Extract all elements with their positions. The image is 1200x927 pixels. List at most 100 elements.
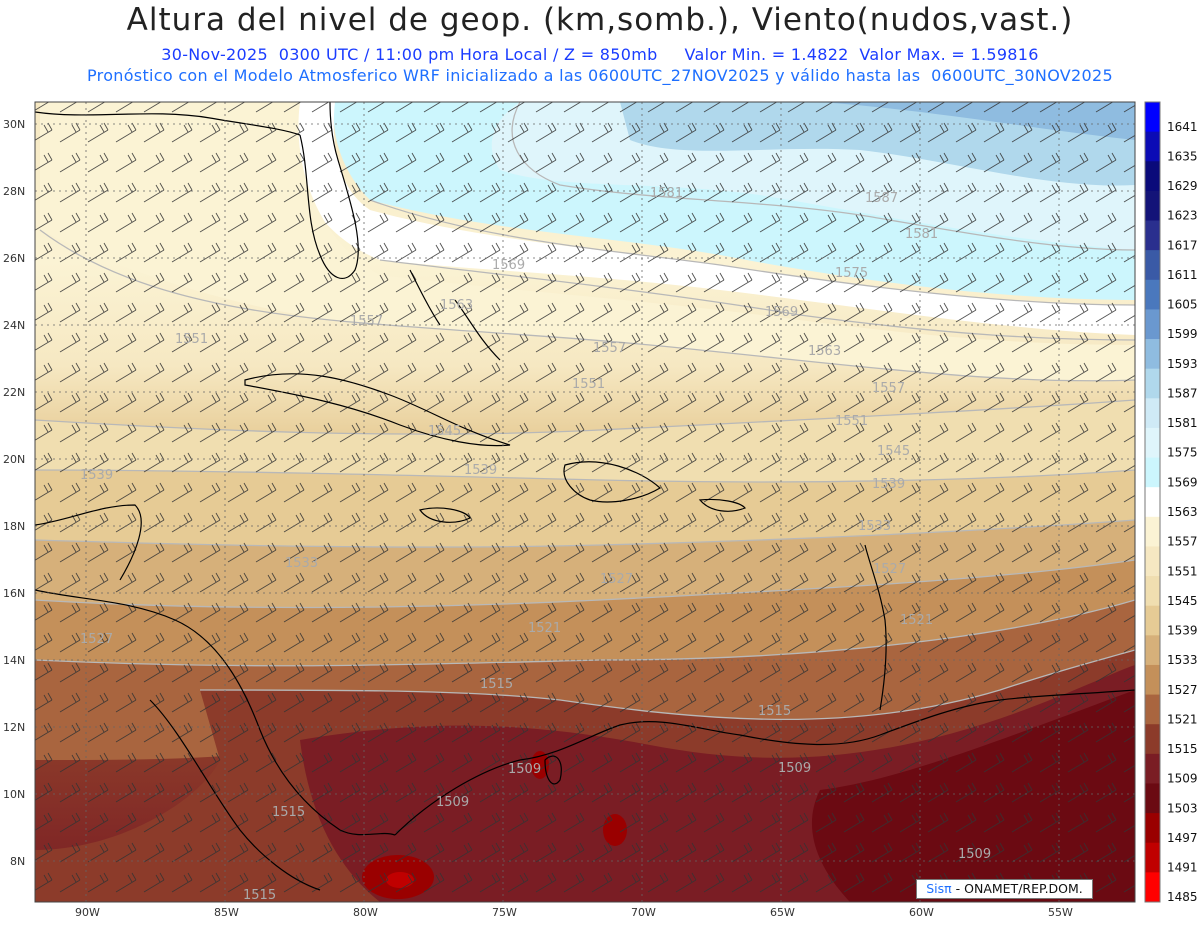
legend-frame bbox=[1144, 101, 1161, 903]
contour-label: 1539 bbox=[464, 463, 497, 478]
contour-label: 1581 bbox=[905, 227, 938, 242]
contour-label: 1521 bbox=[528, 621, 561, 636]
legend-level-label: 1557 bbox=[1167, 535, 1198, 549]
lat-tick-label: 20N bbox=[3, 453, 25, 466]
latitude-axis: 30N 28N 26N 24N 22N 20N 18N 16N 14N 12N … bbox=[3, 118, 25, 868]
lat-tick-label: 22N bbox=[3, 386, 25, 399]
contour-label: 1539 bbox=[80, 468, 113, 483]
contour-label: 1557 bbox=[350, 314, 383, 329]
hispaniola bbox=[563, 461, 662, 503]
legend-swatch bbox=[1145, 694, 1160, 725]
lat-tick-label: 30N bbox=[3, 118, 25, 131]
legend-swatch bbox=[1145, 487, 1160, 518]
map-frame bbox=[34, 101, 1136, 903]
legend-swatch bbox=[1145, 102, 1160, 133]
legend-level-label: 1509 bbox=[1167, 772, 1198, 786]
sispi-logo-text: Sisπ bbox=[926, 881, 952, 896]
lake-maracaibo bbox=[544, 755, 562, 785]
contour-label: 1563 bbox=[808, 344, 841, 359]
legend-swatch bbox=[1145, 872, 1160, 903]
legend-swatch bbox=[1145, 250, 1160, 281]
contour-label: 1539 bbox=[872, 477, 905, 492]
contour-label: 1521 bbox=[900, 613, 933, 628]
contour-label: 1533 bbox=[858, 519, 891, 534]
central-america-coast bbox=[35, 589, 396, 836]
legend-level-label: 1587 bbox=[1167, 386, 1198, 400]
legend-level-label: 1611 bbox=[1167, 268, 1198, 282]
lat-tick-label: 16N bbox=[3, 587, 25, 600]
contour-label: 1551 bbox=[835, 414, 868, 429]
wind-barbs bbox=[35, 102, 1135, 902]
lon-tick-label: 75W bbox=[492, 906, 517, 919]
legend-level-label: 1545 bbox=[1167, 594, 1198, 608]
lat-tick-label: 8N bbox=[10, 855, 25, 868]
legend-swatch bbox=[1145, 546, 1160, 577]
contour-label: 1527 bbox=[80, 632, 113, 647]
puerto-rico bbox=[698, 498, 746, 512]
florida-coast bbox=[299, 102, 359, 280]
gulf-coast bbox=[35, 111, 301, 136]
legend-level-label: 1641 bbox=[1167, 120, 1198, 134]
legend-swatch bbox=[1145, 576, 1160, 607]
legend-swatch bbox=[1145, 753, 1160, 784]
contour-label: 1545 bbox=[877, 444, 910, 459]
map-title: Altura del nivel de geop. (km,somb.), Vi… bbox=[126, 2, 1074, 38]
contour-label: 1527 bbox=[600, 572, 633, 587]
legend-swatch bbox=[1145, 813, 1160, 844]
contour-label: 1581 bbox=[650, 186, 683, 201]
coastlines bbox=[35, 102, 1135, 891]
legend-level-label: 1605 bbox=[1167, 298, 1198, 312]
legend-level-label: 1533 bbox=[1167, 653, 1198, 667]
color-legend: 1641 1635 1629 1623 1617 1611 1605 1599 1593 1587… bbox=[1144, 101, 1198, 904]
legend-level-label: 1581 bbox=[1167, 416, 1198, 430]
contour-label: 1509 bbox=[436, 795, 469, 810]
south-america-coast bbox=[394, 689, 1135, 836]
legend-level-label: 1575 bbox=[1167, 446, 1198, 460]
lat-tick-label: 14N bbox=[3, 654, 25, 667]
legend-swatch bbox=[1145, 842, 1160, 873]
contour-label: 1551 bbox=[572, 377, 605, 392]
legend-swatch bbox=[1145, 783, 1160, 814]
lon-tick-label: 80W bbox=[353, 906, 378, 919]
legend-swatch bbox=[1145, 279, 1160, 310]
legend-level-label: 1599 bbox=[1167, 327, 1198, 341]
legend-level-label: 1497 bbox=[1167, 831, 1198, 845]
lat-tick-label: 24N bbox=[3, 319, 25, 332]
bahamas bbox=[409, 269, 501, 361]
contour-label: 1569 bbox=[492, 258, 525, 273]
legend-swatch bbox=[1145, 161, 1160, 192]
cuba bbox=[244, 373, 511, 447]
legend-level-label: 1503 bbox=[1167, 801, 1198, 815]
contour-label: 1533 bbox=[285, 556, 318, 571]
legend-swatch bbox=[1145, 398, 1160, 429]
contour-value-labels: 1581 1587 1581 1575 1569 1569 1563 1557 … bbox=[80, 186, 991, 902]
yucatan-coast bbox=[35, 504, 142, 581]
legend-swatch bbox=[1145, 190, 1160, 222]
contour-label: 1515 bbox=[272, 805, 305, 820]
lat-tick-label: 10N bbox=[3, 788, 25, 801]
legend-level-label: 1635 bbox=[1167, 149, 1198, 163]
legend-level-label: 1485 bbox=[1167, 890, 1198, 904]
legend-swatch bbox=[1145, 220, 1160, 251]
legend-level-label: 1521 bbox=[1167, 712, 1198, 726]
legend-level-label: 1629 bbox=[1167, 179, 1198, 193]
lat-tick-label: 28N bbox=[3, 185, 25, 198]
lat-tick-label: 18N bbox=[3, 520, 25, 533]
lon-tick-label: 55W bbox=[1048, 906, 1073, 919]
legend-swatch bbox=[1145, 131, 1160, 162]
contour-label: 1587 bbox=[865, 191, 898, 206]
contour-label: 1551 bbox=[175, 332, 208, 347]
legend-level-label: 1527 bbox=[1167, 683, 1198, 697]
contour-label: 1557 bbox=[872, 381, 905, 396]
legend-level-label: 1539 bbox=[1167, 624, 1198, 638]
jamaica bbox=[418, 507, 471, 523]
legend-swatch bbox=[1145, 635, 1160, 666]
lon-tick-label: 85W bbox=[214, 906, 239, 919]
forecast-valid-line: 30-Nov-2025 0300 UTC / 11:00 pm Hora Loc… bbox=[161, 45, 1039, 64]
lat-tick-label: 12N bbox=[3, 721, 25, 734]
legend-swatch bbox=[1145, 605, 1160, 636]
lon-tick-label: 70W bbox=[631, 906, 656, 919]
legend-level-label: 1617 bbox=[1167, 238, 1198, 252]
legend-level-label: 1563 bbox=[1167, 505, 1198, 519]
central-america-pacific bbox=[149, 699, 321, 891]
